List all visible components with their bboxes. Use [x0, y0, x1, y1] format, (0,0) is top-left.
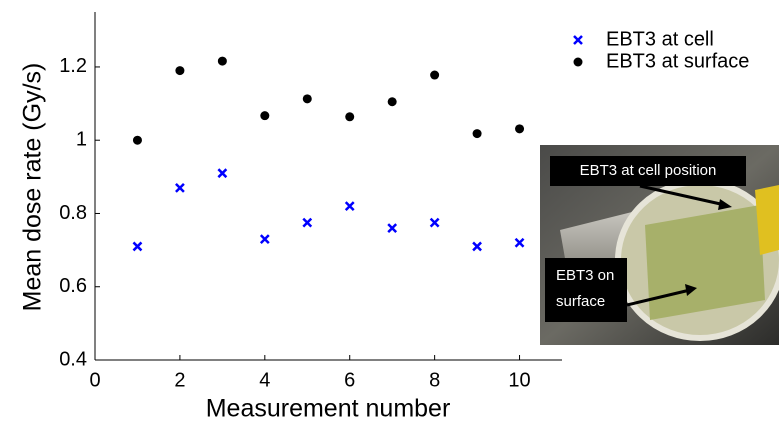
x-axis-label: Measurement number	[206, 395, 451, 423]
point	[302, 94, 312, 104]
arrow	[626, 288, 691, 307]
arrow	[639, 184, 726, 207]
point	[472, 129, 482, 139]
legend-marker	[573, 57, 583, 67]
x-tick-label: 2	[174, 369, 185, 391]
point	[472, 241, 482, 252]
point	[175, 66, 185, 76]
photo-tape	[755, 185, 779, 255]
point	[217, 168, 228, 179]
x-tick-label: 0	[89, 369, 100, 391]
point	[260, 111, 270, 121]
arrow-head	[685, 284, 697, 296]
x-tick-label: 10	[508, 369, 530, 391]
label-box	[550, 156, 746, 186]
point	[430, 70, 440, 80]
y-axis-label: Mean dose rate (Gy/s)	[19, 63, 47, 312]
x-tick-label: 6	[344, 369, 355, 391]
point	[175, 182, 185, 193]
inset-photo: EBT3 at cell position EBT3 on surface	[540, 145, 779, 345]
legend-marker	[573, 35, 583, 45]
x-tick-label: 4	[259, 369, 270, 391]
point	[217, 56, 227, 66]
photo-film	[645, 205, 765, 320]
inset-label: EBT3 at cell position	[580, 162, 717, 179]
legend-label: EBT3 at cell	[606, 28, 714, 50]
label-box	[545, 258, 627, 322]
point	[302, 217, 313, 228]
point	[515, 124, 525, 134]
point	[344, 201, 355, 212]
point	[259, 234, 270, 244]
point	[514, 237, 525, 248]
inset-label: surface	[556, 293, 605, 310]
point	[429, 217, 440, 228]
arrow-head	[718, 199, 732, 210]
point	[387, 97, 397, 107]
y-tick-label: 1.2	[59, 55, 87, 77]
y-tick-label: 0.6	[59, 275, 87, 297]
legend-label: EBT3 at surface	[606, 50, 749, 72]
inset-label: EBT3 on	[556, 267, 614, 284]
point	[132, 135, 142, 145]
y-tick-label: 1	[76, 128, 87, 150]
y-tick-label: 0.4	[59, 348, 87, 370]
axes: 0 2 4 6 8 10 0.4 0.6 0.8 1 1.2	[59, 12, 562, 391]
point	[132, 241, 143, 252]
point	[345, 112, 355, 122]
x-tick-label: 8	[429, 369, 440, 391]
y-tick-label: 0.8	[59, 202, 87, 224]
point	[387, 223, 398, 234]
